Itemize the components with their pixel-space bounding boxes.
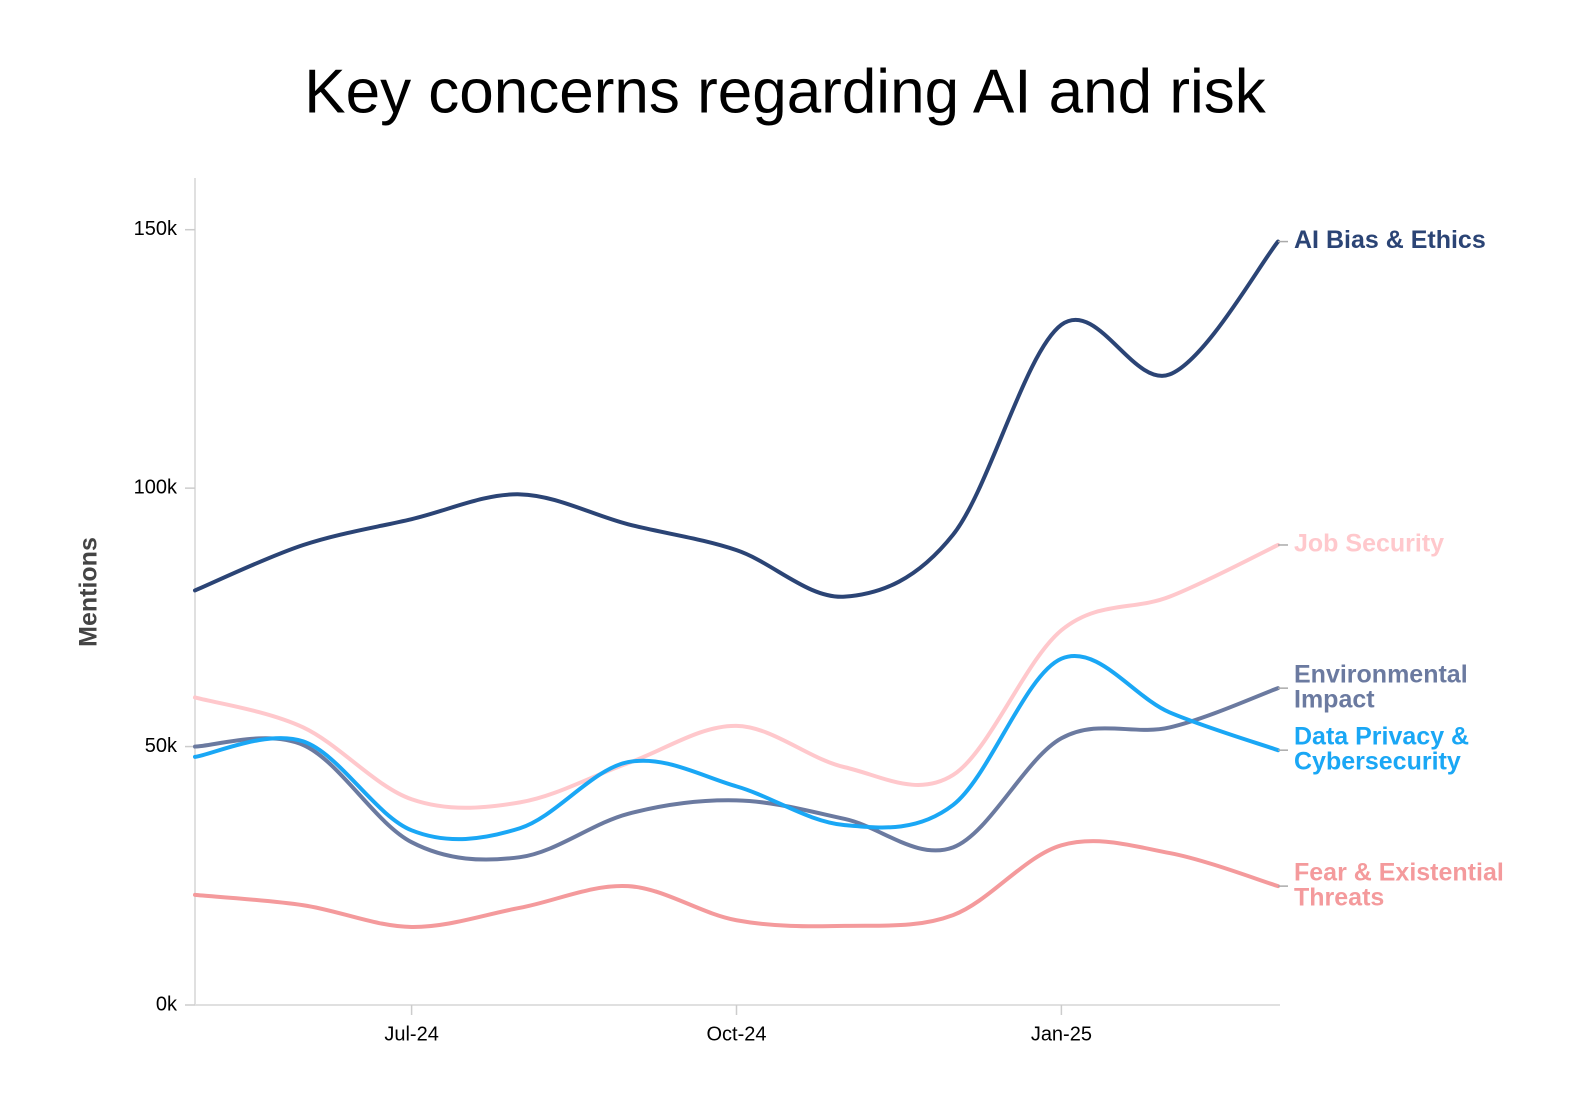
chart-title: Key concerns regarding AI and risk — [304, 57, 1267, 126]
y-tick-label: 100k — [134, 476, 178, 498]
y-tick-label: 0k — [156, 993, 178, 1015]
y-axis-title: Mentions — [75, 537, 103, 647]
series-label: AI Bias & Ethics — [1294, 226, 1486, 254]
line-series — [193, 654, 1280, 842]
series-label: Data Privacy & Cybersecurity — [1294, 722, 1469, 775]
series-label: Fear & Existential Threats — [1294, 858, 1504, 911]
line-series — [193, 839, 1280, 929]
y-tick-label: 150k — [134, 218, 178, 240]
x-tick-label: Oct-24 — [706, 1023, 766, 1045]
line-series — [193, 686, 1280, 862]
line-series — [193, 239, 1280, 599]
x-tick-label: Jul-24 — [384, 1023, 438, 1045]
x-tick-label: Jan-25 — [1031, 1023, 1092, 1045]
series-label: Environmental Impact — [1294, 660, 1468, 713]
y-tick-label: 50k — [145, 735, 178, 757]
series-label: Job Security — [1294, 530, 1444, 558]
line-series — [193, 542, 1280, 810]
